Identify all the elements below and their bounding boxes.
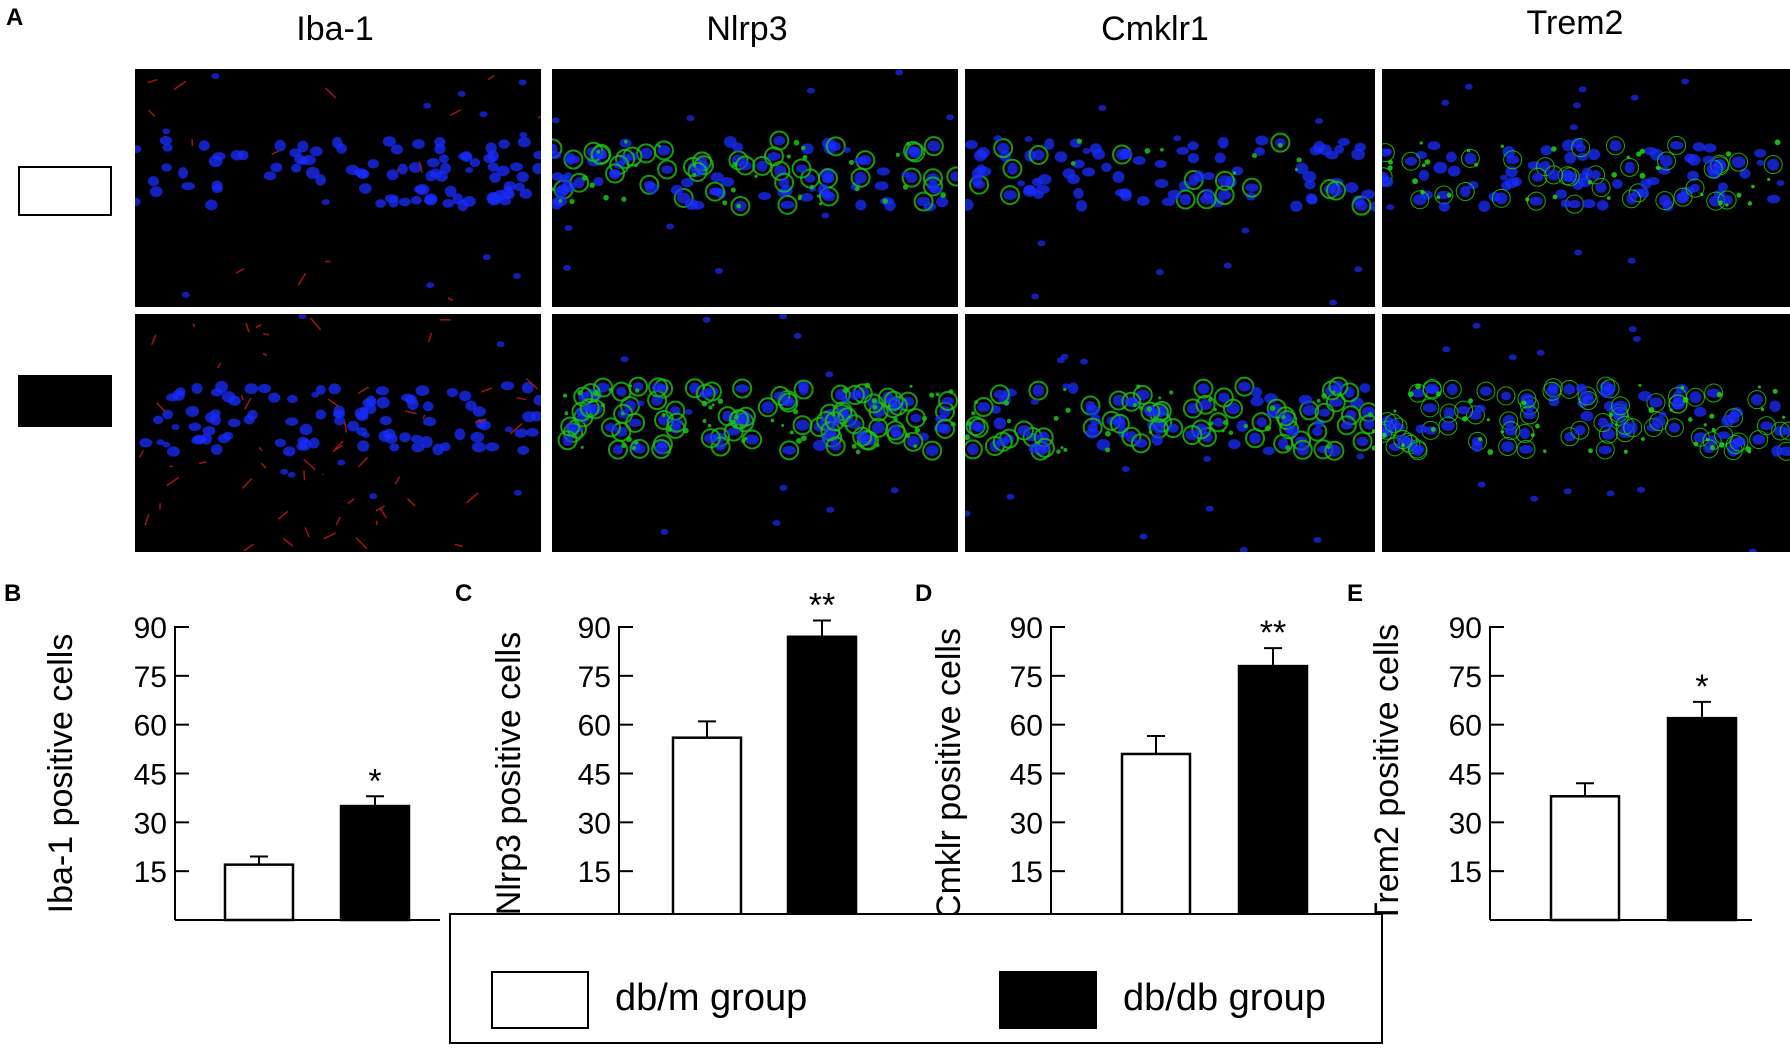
micrograph-db-m-iba1 <box>135 69 541 307</box>
y-tick-label-e-75: 75 <box>1449 661 1482 694</box>
y-axis-label-e: Trem2 positive cells <box>1368 624 1406 923</box>
panel-c-letter: C <box>455 580 473 607</box>
micrograph-db-db-iba1 <box>135 314 541 552</box>
y-tick-label-c-90: 90 <box>578 612 611 645</box>
significance-c-db-db: ** <box>809 586 835 624</box>
y-axis-label-b: Iba-1 positive cells <box>42 634 80 914</box>
bar-b-db-m <box>223 863 295 922</box>
bar-d-db-db <box>1237 664 1309 922</box>
bar-e-db-db <box>1666 716 1738 922</box>
significance-b-db-db: * <box>368 762 381 800</box>
y-tick-label-e-30: 30 <box>1449 807 1482 840</box>
bar-c-db-m <box>671 736 743 922</box>
legend-swatch-db-db <box>999 971 1097 1029</box>
column-title-trem2: Trem2 <box>1526 4 1624 42</box>
legend-label-db-db: db/db group <box>1123 977 1326 1019</box>
panel-e-letter: E <box>1347 580 1364 607</box>
legend: db/m group db/db group <box>449 913 1383 1044</box>
panel-a-letter: A <box>6 4 24 31</box>
legend-label-db-m: db/m group <box>615 977 808 1019</box>
y-tick-label-e-15: 15 <box>1449 856 1482 889</box>
panel-b-letter: B <box>4 580 22 607</box>
bar-c-db-db <box>786 635 858 922</box>
bar-e-db-m <box>1549 795 1621 922</box>
panel-d-letter: D <box>915 580 933 607</box>
y-axis-label-d: Cmklr positive cells <box>930 628 968 919</box>
bar-b-db-db <box>339 804 411 922</box>
y-tick-label-c-45: 45 <box>578 759 611 792</box>
y-tick-label-b-15: 15 <box>134 856 167 889</box>
y-tick-label-b-75: 75 <box>134 661 167 694</box>
y-tick-label-e-60: 60 <box>1449 710 1482 743</box>
column-title-nlrp3: Nlrp3 <box>706 10 788 48</box>
y-tick-label-c-15: 15 <box>578 856 611 889</box>
column-title-cmklr1: Cmklr1 <box>1101 10 1209 48</box>
micrograph-db-db-nlrp3 <box>552 314 958 552</box>
bar-d-db-m <box>1120 752 1192 922</box>
significance-d-db-db: ** <box>1260 614 1286 652</box>
y-tick-label-d-60: 60 <box>1010 710 1043 743</box>
y-tick-label-d-90: 90 <box>1010 612 1043 645</box>
y-tick-label-b-60: 60 <box>134 710 167 743</box>
y-tick-label-d-45: 45 <box>1010 759 1043 792</box>
micrograph-db-m-trem2 <box>1382 69 1790 307</box>
y-axis-label-c: Nlrp3 positive cells <box>490 632 528 915</box>
y-tick-label-c-60: 60 <box>578 710 611 743</box>
legend-swatch-db-m <box>491 971 589 1029</box>
micrograph-db-db-trem2 <box>1382 314 1790 552</box>
micrograph-db-m-nlrp3 <box>552 69 958 307</box>
y-tick-label-d-15: 15 <box>1010 856 1043 889</box>
y-tick-label-d-75: 75 <box>1010 661 1043 694</box>
micrograph-db-db-cmklr1 <box>965 314 1375 552</box>
y-tick-label-b-45: 45 <box>134 759 167 792</box>
micrograph-db-m-cmklr1 <box>965 69 1375 307</box>
y-tick-label-e-90: 90 <box>1449 612 1482 645</box>
row-swatch-db-m <box>18 166 112 216</box>
y-tick-label-b-30: 30 <box>134 807 167 840</box>
y-tick-label-c-30: 30 <box>578 807 611 840</box>
row-swatch-db-db <box>18 375 112 427</box>
y-tick-label-e-45: 45 <box>1449 759 1482 792</box>
y-tick-label-c-75: 75 <box>578 661 611 694</box>
y-tick-label-b-90: 90 <box>134 612 167 645</box>
significance-e-db-db: * <box>1695 668 1708 706</box>
y-tick-label-d-30: 30 <box>1010 807 1043 840</box>
column-title-iba1: Iba-1 <box>296 10 374 48</box>
